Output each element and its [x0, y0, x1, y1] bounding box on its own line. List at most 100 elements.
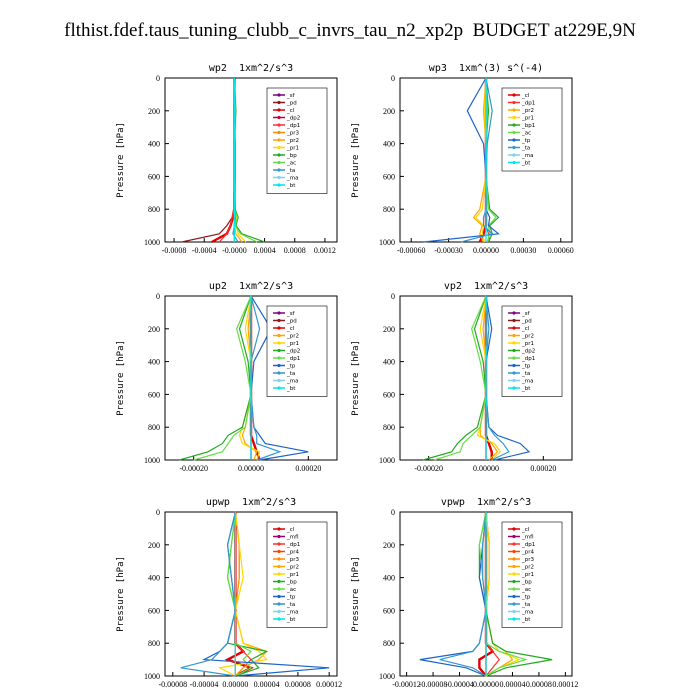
y-tick-label: 0	[156, 74, 160, 83]
panel-title: wp2 1xm^2/s^3	[209, 63, 293, 74]
legend-label: _ma	[521, 610, 533, 616]
legend-marker	[277, 175, 281, 180]
x-tick-label: -0.00004	[190, 680, 219, 689]
profile-line	[193, 295, 252, 461]
legend-label: _pr4	[286, 550, 300, 556]
y-tick-label: 800	[148, 423, 160, 432]
legend-marker	[277, 557, 281, 561]
legend-marker	[512, 348, 516, 353]
legend-label: _tp	[521, 138, 531, 144]
y-tick-label: 200	[148, 325, 160, 334]
legend-marker	[512, 153, 516, 157]
x-tick-label: 0.00004	[254, 680, 280, 689]
legend-label: _ta	[521, 146, 530, 152]
legend-marker	[277, 594, 281, 599]
y-tick-label: 0	[156, 508, 160, 517]
y-tick-label: 800	[383, 423, 395, 432]
figure-title: flthist.fdef.taus_tuning_clubb_c_invrs_t…	[64, 20, 636, 41]
y-tick-label: 1000	[379, 672, 395, 681]
legend-label: _pd	[286, 319, 297, 325]
legend-label: _dp1	[521, 542, 535, 548]
panel: up2 1xm^2/s^3 Pressure [hPa] 0 200 400 600 800…	[116, 281, 338, 473]
legend-label: _mfl	[521, 535, 534, 541]
profile-line	[485, 77, 500, 243]
x-tick-label: -0.00008	[158, 680, 187, 689]
x-tick-label: 0.00000	[473, 246, 499, 255]
y-tick-label: 0	[391, 508, 395, 517]
legend-marker	[512, 371, 516, 375]
legend-marker	[277, 564, 281, 569]
legend-marker	[512, 145, 516, 150]
y-tick-label: 200	[148, 541, 160, 550]
profile-line	[180, 511, 236, 677]
y-tick-label: 200	[383, 325, 395, 334]
legend-label: _cl	[286, 527, 295, 533]
x-tick-label: -0.00004	[445, 680, 474, 689]
x-tick-label: -0.00012	[392, 680, 421, 689]
legend-marker	[277, 386, 281, 390]
legend-label: _pr4	[521, 550, 535, 556]
panel: wp2 1xm^2/s^3 Pressure [hPa] 0 200 400 600 800…	[116, 63, 338, 255]
y-tick-label: 600	[383, 390, 395, 399]
y-tick-label: 400	[148, 574, 160, 583]
profile-line	[233, 77, 258, 243]
legend-marker	[277, 348, 281, 353]
legend-label: _pr2	[521, 108, 534, 114]
y-tick-label: 600	[383, 606, 395, 615]
x-tick-label: -0.00020	[179, 464, 208, 473]
legend-label: _pr2	[286, 138, 299, 144]
y-tick-label: 1000	[379, 456, 395, 465]
y-tick-label: 800	[383, 639, 395, 648]
legend-marker	[512, 356, 516, 360]
x-tick-label: -0.0004	[192, 246, 217, 255]
legend-label: _pr1	[521, 116, 534, 122]
legend-label: _sf	[286, 311, 296, 317]
y-axis-label: Pressure [hPa]	[116, 122, 126, 198]
profile-line	[211, 78, 236, 244]
legend-marker	[277, 93, 281, 97]
legend-label: _pd	[521, 319, 532, 325]
profile-line	[233, 77, 265, 243]
y-tick-label: 400	[383, 574, 395, 583]
legend-label: _dp1	[286, 123, 300, 129]
y-tick-label: 600	[148, 172, 160, 181]
x-tick-label: 0.0008	[284, 246, 306, 255]
profile-line	[181, 78, 235, 243]
legend-label: _pr1	[521, 341, 534, 347]
legend-marker	[277, 100, 281, 105]
legend-marker	[512, 318, 516, 323]
legend-marker	[277, 160, 281, 165]
legend-marker	[512, 130, 516, 135]
y-axis-label: Pressure [hPa]	[116, 340, 126, 416]
y-tick-label: 800	[383, 205, 395, 214]
legend-marker	[277, 549, 281, 554]
legend-label: _bt	[521, 386, 531, 392]
y-tick-label: 1000	[379, 238, 395, 247]
x-tick-label: 0.00020	[530, 464, 556, 473]
legend-marker	[277, 326, 281, 330]
legend-label: _ma	[286, 379, 298, 385]
legend-label: _ma	[286, 176, 298, 182]
legend-marker	[277, 341, 281, 345]
legend-label: _dp1	[286, 542, 300, 548]
legend-label: _pr1	[286, 572, 299, 578]
y-tick-label: 800	[148, 205, 160, 214]
legend-label: _ac	[521, 131, 531, 137]
legend-marker	[277, 527, 281, 531]
x-tick-label: 0.00004	[499, 680, 525, 689]
legend-label: _bt	[521, 161, 531, 167]
legend-label: _ma	[286, 610, 298, 616]
legend-marker	[277, 333, 281, 338]
profile-line	[434, 295, 487, 461]
y-axis-label: Pressure [hPa]	[351, 340, 361, 416]
legend-marker	[512, 587, 516, 591]
y-tick-label: 1000	[144, 456, 160, 465]
legend-label: _bt	[521, 617, 531, 623]
x-tick-label: 0.00000	[473, 464, 499, 473]
legend-marker	[512, 564, 516, 569]
legend-marker	[277, 587, 281, 591]
legend-marker	[277, 617, 281, 621]
profile-line	[475, 77, 487, 243]
y-tick-label: 600	[148, 606, 160, 615]
